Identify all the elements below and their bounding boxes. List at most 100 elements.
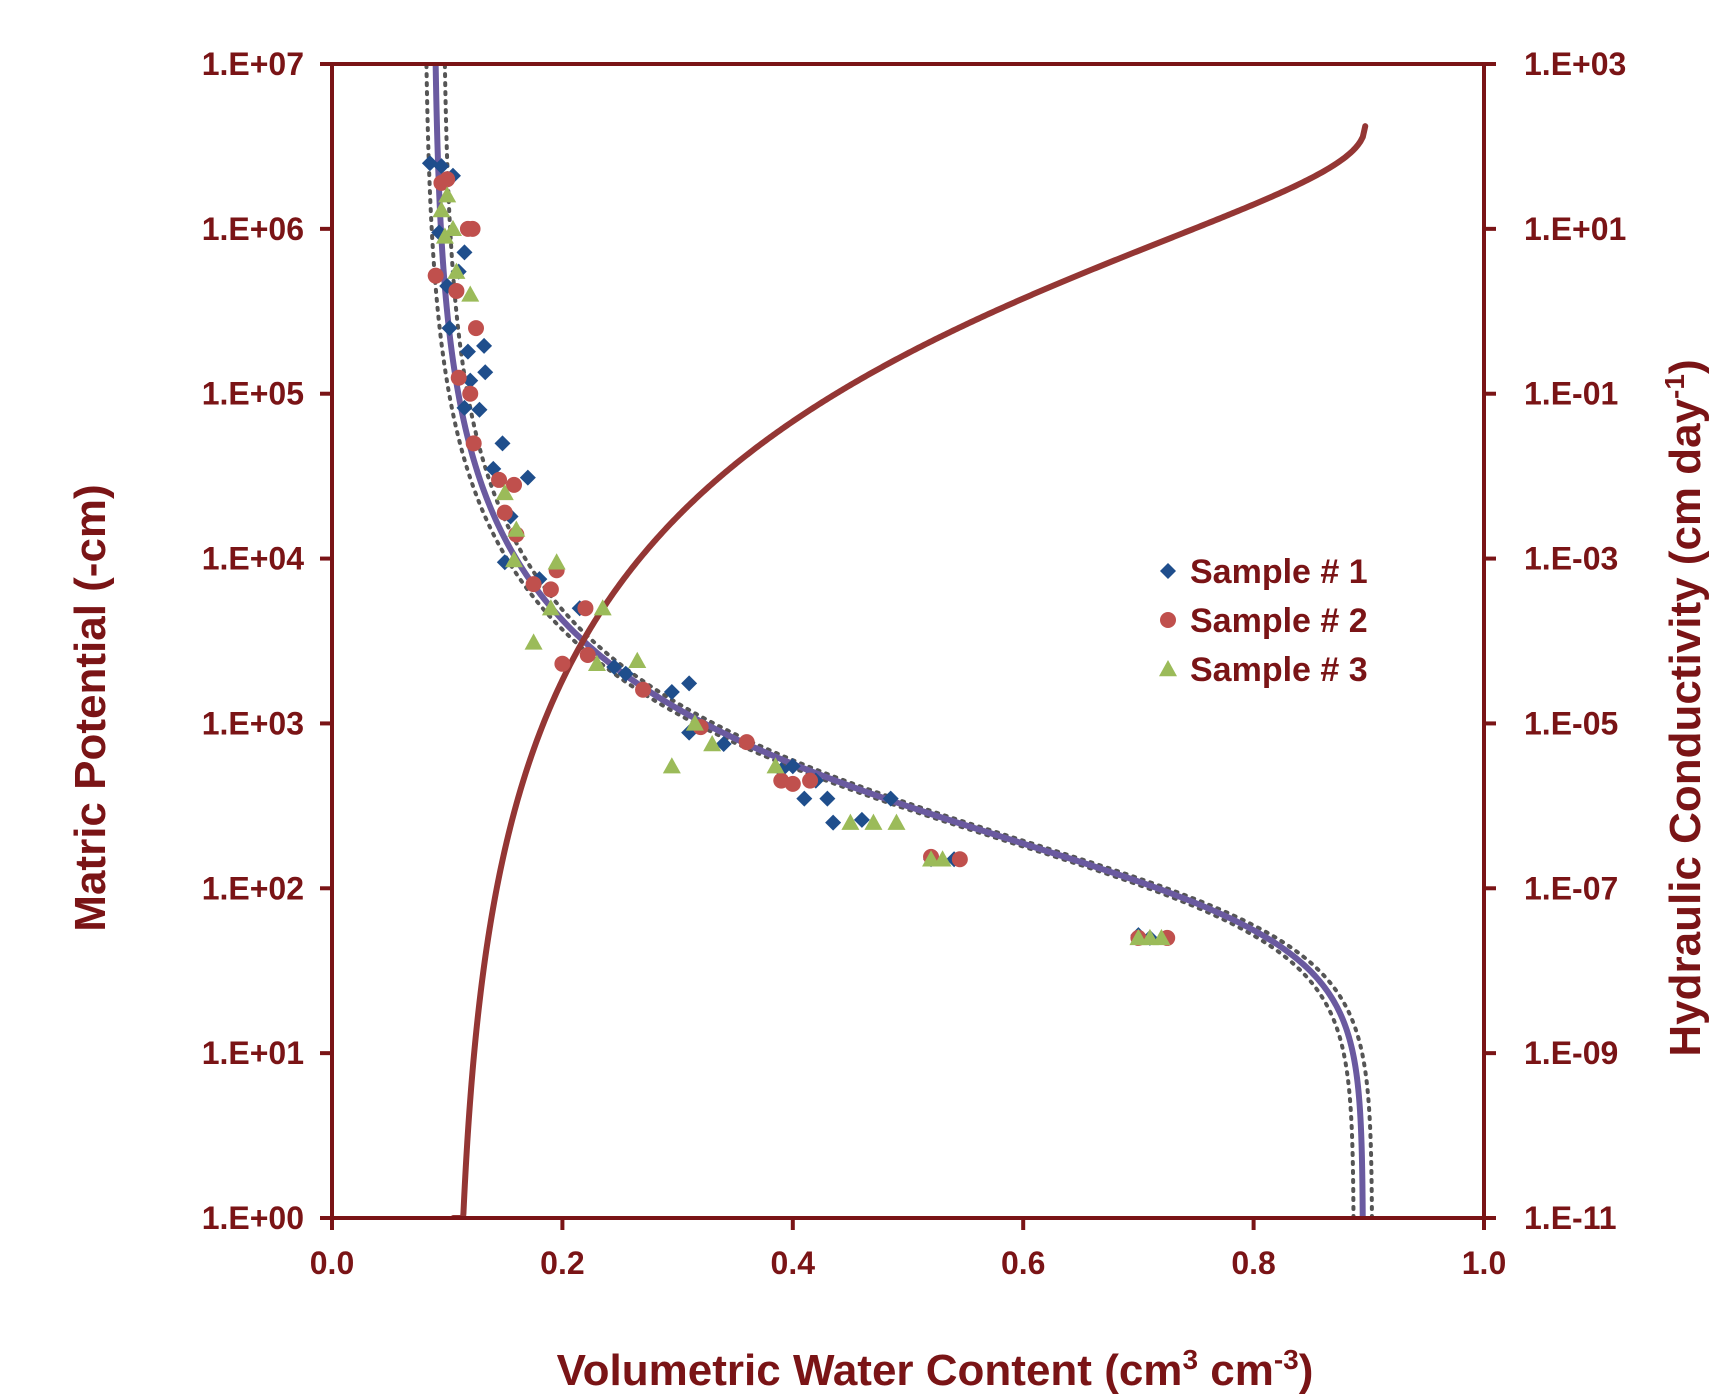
data-point: [461, 285, 480, 302]
y-tick-label: 1.E+02: [202, 870, 304, 906]
axes: 0.0 0.2 0.4 0.6 0.8 1.0 1.E+00 1.E+01 1.E+02 1.E+…: [202, 46, 1627, 1281]
data-point: [477, 364, 494, 381]
data-point: [476, 337, 493, 354]
data-point: [525, 576, 542, 593]
fit-bound-curve-1: [424, 64, 1356, 1218]
data-point: [519, 469, 536, 486]
data-point: [448, 282, 465, 299]
data-point: [951, 851, 968, 868]
y-tick-label: 1.E+04: [202, 541, 305, 577]
data-point: [662, 757, 681, 774]
y-tick-label: 1.E+00: [202, 1200, 304, 1236]
data-point: [887, 813, 906, 830]
data-point: [468, 320, 484, 337]
data-point: [443, 219, 462, 237]
data-point: [1140, 928, 1159, 946]
data-point: [864, 813, 883, 830]
data-point: [495, 483, 514, 501]
data-point: [450, 369, 467, 386]
y2-tick-label: 1.E-01: [1524, 376, 1618, 412]
data-point: [456, 399, 473, 416]
data-point: [617, 665, 634, 682]
data-point: [1152, 928, 1171, 946]
data-point: [547, 553, 566, 570]
data-point: [738, 734, 755, 751]
y-tick-label: 1.E+07: [202, 46, 304, 82]
data-point: [825, 814, 842, 831]
legend-item-3: Sample # 3: [1159, 651, 1368, 689]
data-point: [593, 599, 612, 616]
x-axis-title: Volumetric Water Content (cm3 cm-3): [557, 1344, 1314, 1395]
series-3: [432, 186, 1171, 946]
x-tick-label: 0.0: [310, 1245, 354, 1281]
data-point: [628, 651, 647, 668]
legend-marker: [1159, 660, 1177, 677]
y-tick-label: 1.E+06: [202, 211, 304, 247]
data-point: [464, 220, 481, 237]
data-point: [456, 244, 473, 261]
data-point: [447, 262, 466, 279]
fit-bound-curve-2: [442, 64, 1374, 1218]
data-point: [587, 654, 606, 671]
data-point: [819, 790, 836, 807]
y2-tick-label: 1.E+03: [1524, 46, 1626, 82]
x-tick-label: 0.8: [1231, 1245, 1275, 1281]
data-point: [841, 813, 860, 830]
data-point: [554, 655, 571, 672]
x-tick-label: 0.4: [771, 1245, 816, 1281]
data-point: [439, 171, 456, 188]
data-point: [685, 714, 704, 731]
data-point: [635, 681, 652, 698]
data-point: [494, 435, 511, 452]
y2-tick-label: 1.E-09: [1524, 1035, 1618, 1071]
data-point: [421, 155, 438, 172]
series-2: [427, 171, 1176, 946]
y-axis-title: Matric Potential (-cm): [66, 484, 115, 931]
data-point: [796, 790, 813, 807]
x-tick-label: 1.0: [1462, 1245, 1506, 1281]
series-1: [421, 155, 1158, 946]
data-point: [577, 600, 594, 617]
y-tick-label: 1.E+01: [202, 1035, 304, 1071]
data-point: [681, 675, 698, 692]
y-tick-label: 1.E+05: [202, 376, 304, 412]
legend-marker: [1160, 563, 1176, 579]
legend: Sample # 1 Sample # 2 Sample # 3: [1159, 553, 1368, 689]
data-point: [933, 850, 952, 867]
y2-tick-label: 1.E-05: [1524, 705, 1618, 741]
data-point: [606, 658, 623, 675]
data-point: [579, 647, 596, 664]
plot-area: [421, 64, 1374, 1218]
data-point: [427, 267, 444, 284]
data-point: [433, 158, 450, 175]
data-point: [853, 811, 870, 828]
y2-tick-label: 1.E+01: [1524, 211, 1626, 247]
legend-marker: [1160, 612, 1176, 628]
data-point: [432, 201, 451, 218]
data-point: [541, 599, 560, 616]
data-point: [496, 504, 513, 521]
data-point: [435, 227, 454, 244]
legend-item-2: Sample # 2: [1160, 602, 1368, 640]
data-point: [524, 633, 543, 650]
data-point: [507, 520, 526, 537]
data-point: [922, 850, 941, 867]
legend-item-1: Sample # 1: [1160, 553, 1368, 591]
y-tick-label: 1.E+03: [202, 705, 304, 741]
legend-label: Sample # 2: [1190, 602, 1368, 640]
data-point: [1129, 928, 1148, 946]
y2-axis-title: Hydraulic Conductivity (cm day-1): [1659, 359, 1710, 1056]
data-point: [882, 790, 899, 807]
data-point: [471, 401, 488, 418]
data-point: [542, 581, 559, 598]
data-point: [506, 476, 523, 493]
data-point: [703, 735, 722, 752]
data-point: [441, 320, 458, 337]
x-tick-label: 0.6: [1001, 1245, 1045, 1281]
data-point: [766, 757, 785, 774]
data-point: [784, 775, 801, 792]
y2-tick-label: 1.E-03: [1524, 541, 1618, 577]
y2-tick-label: 1.E-11: [1524, 1200, 1617, 1236]
data-point: [715, 736, 732, 753]
data-point: [505, 551, 524, 568]
